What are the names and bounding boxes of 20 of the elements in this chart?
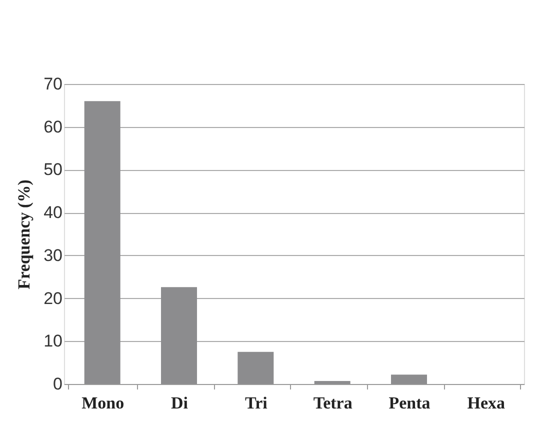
y-tick-label: 70 bbox=[44, 74, 62, 94]
bar bbox=[161, 287, 197, 384]
bar bbox=[314, 381, 350, 384]
y-tick-label: 60 bbox=[44, 117, 62, 136]
x-tick-label: Mono bbox=[82, 394, 124, 412]
bar bbox=[391, 374, 427, 384]
y-tick-label: 20 bbox=[44, 288, 62, 308]
bar bbox=[84, 101, 120, 384]
x-tick-label: Hexa bbox=[467, 394, 506, 412]
y-axis-title: Frequency (%) bbox=[14, 180, 34, 290]
x-tick-label: Di bbox=[171, 394, 188, 412]
x-tick-label: Tetra bbox=[313, 394, 353, 412]
x-tick-label: Tri bbox=[244, 394, 268, 412]
y-tick-label: 40 bbox=[44, 203, 62, 222]
y-tick-label: 0 bbox=[53, 374, 62, 394]
bar bbox=[238, 352, 274, 384]
y-tick-label: 30 bbox=[44, 246, 62, 265]
y-tick-label: 10 bbox=[44, 332, 62, 351]
x-tick-label: Penta bbox=[388, 394, 431, 412]
y-tick-label: 50 bbox=[44, 160, 62, 180]
